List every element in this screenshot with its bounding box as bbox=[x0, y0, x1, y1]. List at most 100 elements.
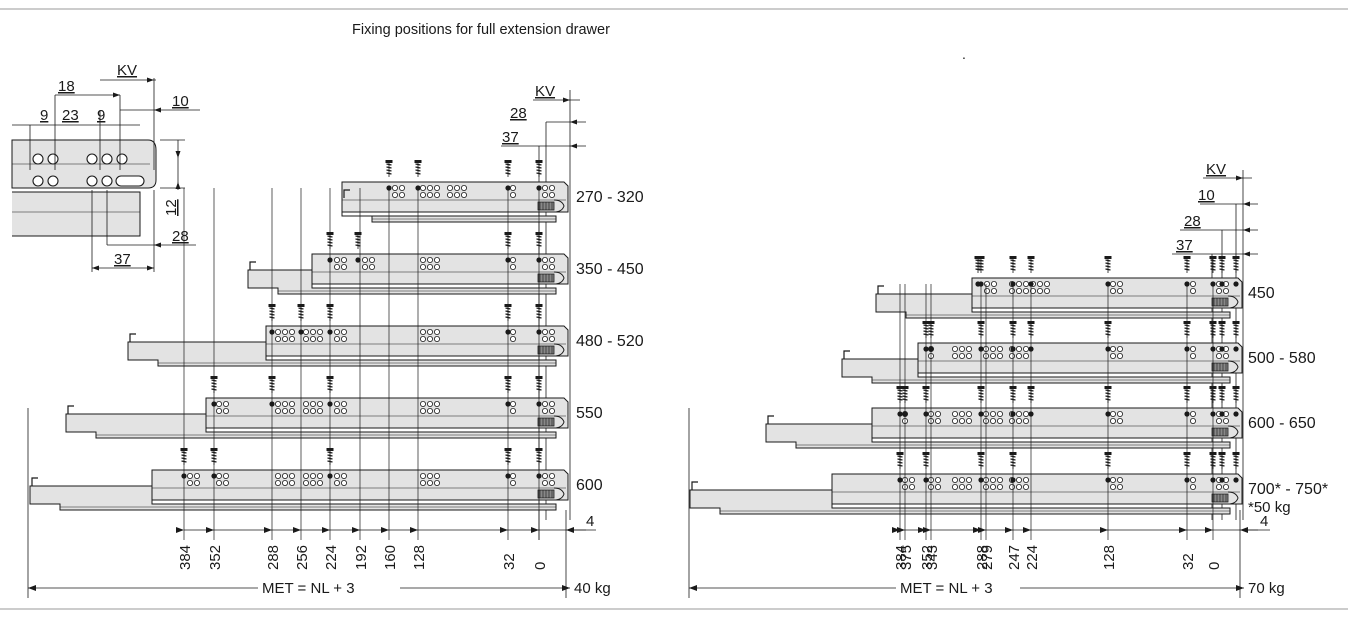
mounting-hole bbox=[222, 479, 229, 486]
mounting-hole bbox=[997, 483, 1004, 490]
mounting-hole bbox=[1016, 483, 1023, 490]
screw-icon bbox=[1232, 452, 1240, 469]
mounting-hole bbox=[909, 476, 916, 483]
extension-rail bbox=[29, 485, 557, 511]
screw-icon bbox=[1218, 321, 1226, 338]
fixing-point bbox=[1233, 346, 1239, 352]
left-top-dims bbox=[501, 90, 586, 520]
mounting-hole bbox=[1016, 345, 1023, 352]
mounting-hole bbox=[549, 407, 556, 414]
dimension-arrow bbox=[973, 527, 981, 533]
drawer-rail: 270 - 320 bbox=[341, 160, 644, 223]
mounting-hole bbox=[1023, 280, 1030, 287]
mounting-hole bbox=[368, 256, 375, 263]
mounting-hole bbox=[460, 191, 467, 198]
fixing-point bbox=[1233, 411, 1239, 417]
mounting-hole bbox=[1009, 417, 1016, 424]
mounting-hole bbox=[1016, 417, 1023, 424]
mounting-hole bbox=[1216, 287, 1223, 294]
mounting-hole bbox=[990, 410, 997, 417]
mounting-hole bbox=[426, 400, 433, 407]
mounting-hole bbox=[333, 263, 340, 270]
page-title: Fixing positions for full extension draw… bbox=[352, 22, 610, 38]
mounting-hole bbox=[990, 345, 997, 352]
position-label: 352 bbox=[919, 545, 936, 570]
position-label: 288 bbox=[974, 545, 991, 570]
mounting-hole bbox=[1117, 287, 1124, 294]
rail-range-label: 500 - 580 bbox=[1248, 350, 1316, 367]
drawer-rail: 600 - 650 bbox=[765, 386, 1316, 449]
mounting-hole bbox=[509, 191, 516, 198]
detail-hole bbox=[47, 153, 59, 165]
dimension-arrow bbox=[264, 527, 272, 533]
screw-icon bbox=[977, 256, 985, 273]
mounting-hole bbox=[1117, 352, 1124, 359]
mounting-hole bbox=[549, 335, 556, 342]
screw-icon bbox=[1027, 256, 1035, 273]
mounting-hole bbox=[966, 410, 973, 417]
detail-labels: KV 18 10 9 23 9 12 28 37 bbox=[40, 62, 189, 268]
mounting-hole bbox=[316, 328, 323, 335]
mounting-hole bbox=[1117, 345, 1124, 352]
mounting-hole bbox=[997, 417, 1004, 424]
mounting-hole bbox=[1117, 410, 1124, 417]
mounting-hole bbox=[542, 472, 549, 479]
mounting-hole bbox=[1023, 352, 1030, 359]
right-label-28: 28 bbox=[1184, 213, 1201, 230]
mounting-hole bbox=[288, 479, 295, 486]
mounting-hole bbox=[186, 479, 193, 486]
extension-rail bbox=[765, 423, 1231, 449]
mounting-hole bbox=[1110, 476, 1117, 483]
locking-device-icon bbox=[1211, 360, 1239, 374]
mounting-hole bbox=[542, 184, 549, 191]
detail-hole bbox=[86, 175, 98, 187]
position-label: 279 bbox=[979, 545, 996, 570]
mounting-hole bbox=[1037, 280, 1044, 287]
mounting-hole bbox=[549, 184, 556, 191]
mounting-hole bbox=[966, 345, 973, 352]
mounting-hole bbox=[309, 479, 316, 486]
screw-icon bbox=[1218, 256, 1226, 273]
fixing-point bbox=[1219, 346, 1225, 352]
screw-icon bbox=[1218, 452, 1226, 469]
screw-icon bbox=[1218, 386, 1226, 403]
mounting-hole bbox=[952, 345, 959, 352]
mounting-hole bbox=[426, 407, 433, 414]
mounting-hole bbox=[935, 483, 942, 490]
dimension-arrow bbox=[923, 527, 931, 533]
stray-dot: . bbox=[962, 46, 966, 62]
position-label: 224 bbox=[1024, 545, 1041, 570]
locking-device-icon bbox=[537, 415, 565, 429]
mounting-hole bbox=[340, 256, 347, 263]
screw-icon bbox=[1104, 256, 1112, 273]
mounting-hole bbox=[1023, 417, 1030, 424]
mounting-hole bbox=[1190, 476, 1197, 483]
extension-rail bbox=[341, 198, 557, 223]
mounting-hole bbox=[1110, 345, 1117, 352]
detail-hole bbox=[101, 153, 113, 165]
fixing-point bbox=[1219, 477, 1225, 483]
mounting-hole bbox=[1190, 417, 1197, 424]
fixing-point bbox=[1233, 281, 1239, 287]
mounting-hole bbox=[302, 328, 309, 335]
mounting-hole bbox=[1009, 287, 1016, 294]
detail-label-10: 10 bbox=[172, 93, 189, 110]
dimension-arrow bbox=[1005, 527, 1013, 533]
mounting-hole bbox=[1117, 417, 1124, 424]
mounting-hole bbox=[193, 472, 200, 479]
mounting-hole bbox=[1223, 287, 1230, 294]
mounting-hole bbox=[340, 335, 347, 342]
drawer-rail: 550 bbox=[65, 376, 603, 439]
mounting-hole bbox=[549, 400, 556, 407]
mounting-hole bbox=[433, 256, 440, 263]
dimension-arrow bbox=[352, 527, 360, 533]
position-label: 343 bbox=[924, 545, 941, 570]
position-label: 247 bbox=[1006, 545, 1023, 570]
detail-label-9b: 9 bbox=[97, 107, 105, 124]
mounting-hole bbox=[509, 400, 516, 407]
mounting-hole bbox=[433, 479, 440, 486]
detail-hole bbox=[32, 175, 44, 187]
offset-label: 4 bbox=[586, 513, 594, 530]
mounting-hole bbox=[333, 400, 340, 407]
